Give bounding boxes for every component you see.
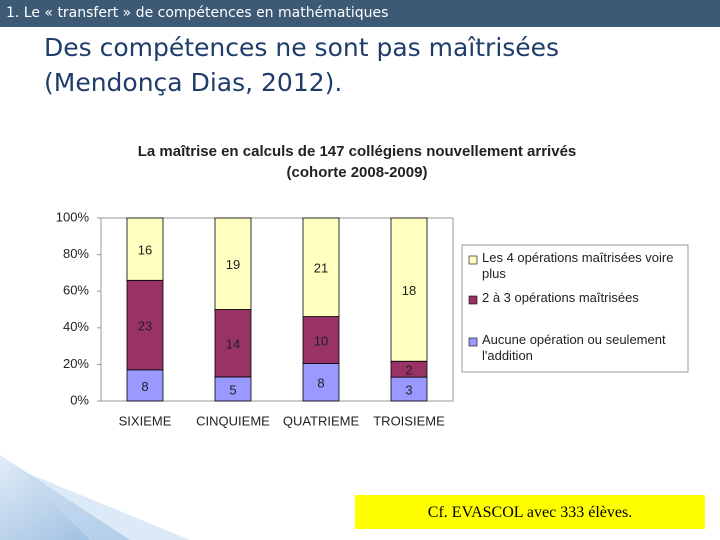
- legend-label: Les 4 opérations maîtrisées voire plus: [482, 250, 674, 281]
- legend-swatch: [468, 255, 478, 265]
- legend-label: 2 à 3 opérations maîtrisées: [482, 290, 639, 305]
- y-tick-label: 100%: [56, 209, 90, 224]
- plot-frame: [100, 217, 454, 402]
- y-tick-label: 60%: [63, 283, 89, 298]
- bar-segment: [390, 217, 428, 362]
- note: Cf. EVASCOL avec 333 élèves.: [355, 495, 705, 529]
- header: 1. Le « transfert » de compétences en ma…: [0, 0, 720, 27]
- x-tick-label: SIXIEME: [119, 413, 172, 428]
- legend-box: [461, 244, 689, 373]
- data-label: 3: [405, 383, 412, 398]
- data-label: 21: [314, 261, 328, 276]
- bar-segment: [214, 217, 252, 310]
- bar-segment: [126, 279, 164, 371]
- data-label: 23: [138, 319, 152, 334]
- chart-title: (cohorte 2008-2009): [287, 164, 428, 181]
- bar-segment: [214, 376, 252, 402]
- data-label: 8: [141, 379, 148, 394]
- data-label: 2: [405, 363, 412, 378]
- bar-segment: [302, 217, 340, 317]
- x-tick-label: TROISIEME: [373, 413, 445, 428]
- x-tick-label: CINQUIEME: [196, 413, 270, 428]
- data-label: 16: [138, 243, 152, 258]
- data-label: 18: [402, 283, 416, 298]
- y-tick-label: 20%: [63, 356, 89, 371]
- bar-segment: [302, 316, 340, 364]
- y-tick-label: 0%: [70, 392, 89, 407]
- legend-swatch: [468, 295, 478, 305]
- data-label: 19: [226, 257, 240, 272]
- y-tick-label: 40%: [63, 319, 89, 334]
- data-label: 10: [314, 333, 328, 348]
- chart-title: La maîtrise en calculs de 147 collégiens…: [138, 143, 577, 160]
- x-tick-label: QUATRIEME: [283, 413, 360, 428]
- bar-segment: [214, 309, 252, 378]
- slide-title: (Mendonça Dias, 2012).: [44, 68, 343, 97]
- legend-label: Aucune opération ou seulement l'addition: [482, 332, 666, 363]
- legend-swatch: [468, 337, 478, 347]
- data-label: 8: [317, 376, 324, 391]
- data-label: 5: [229, 382, 236, 397]
- y-tick-label: 80%: [63, 246, 89, 261]
- bar-segment: [126, 369, 164, 402]
- data-label: 14: [226, 337, 240, 352]
- bar-segment: [126, 217, 164, 281]
- slide-title: Des compétences ne sont pas maîtrisées: [44, 33, 560, 62]
- decoration: [20, 470, 190, 540]
